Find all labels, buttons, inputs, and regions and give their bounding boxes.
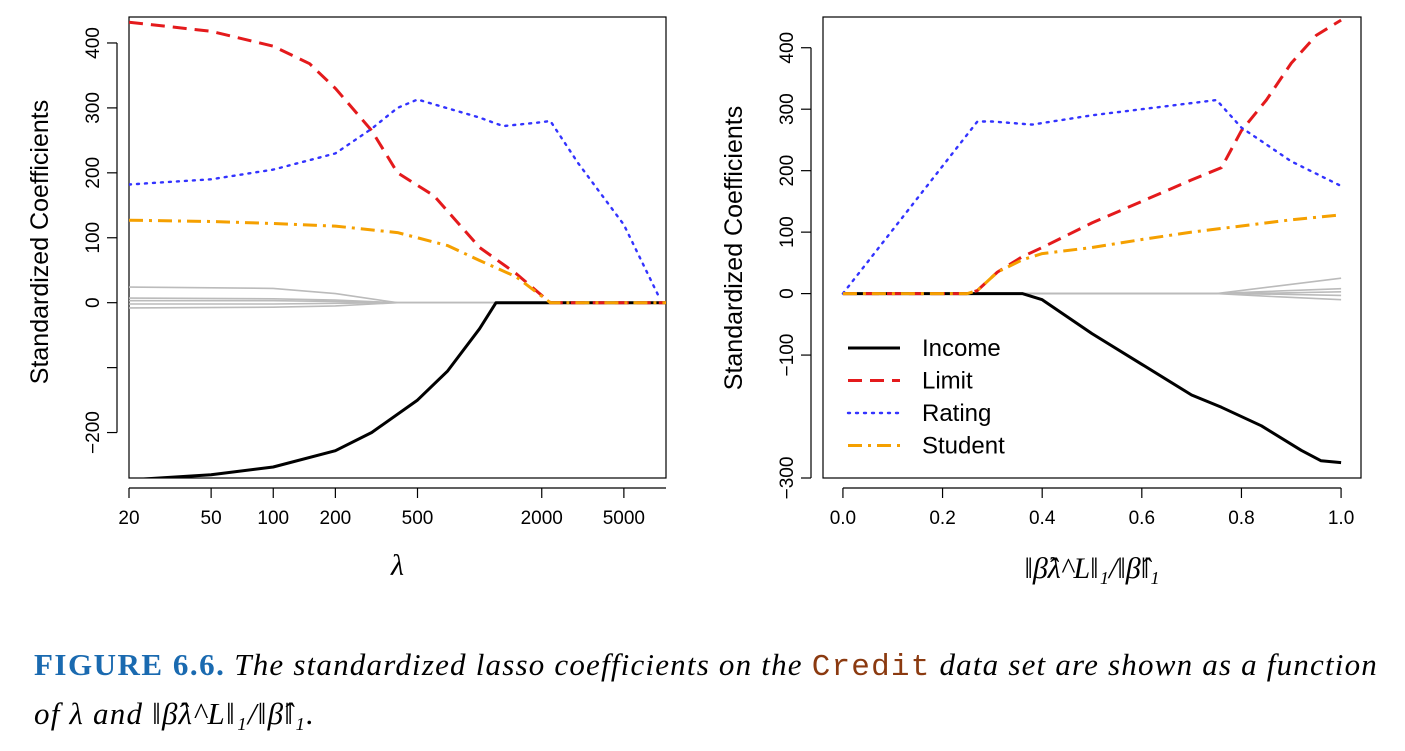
figure: 20 50 100 200 500 2000 5000−2000100200300400St… [26,16,1362,585]
series-limit-line [129,20,666,305]
legend-label-limit: Limit [922,368,973,395]
series-limit-line [842,18,1342,296]
y-tick-label: −100 [777,334,798,377]
x-tick-label: 0.8 [1228,508,1254,529]
x-tick-label: 50 [201,508,222,529]
x-axis-title: ‖β̂λ^L‖₁/‖β̂‖₁ [1024,552,1159,585]
caption-dataset-name: Credit [811,650,931,685]
series-income-line [842,292,1342,465]
x-tick-label: 0.0 [830,508,856,529]
chart-panel-2: 0.0 0.2 0.4 0.6 0.8 1.0 −300 −100 0 100 200 300 400 S… [720,16,1362,585]
series-rating-line [129,98,662,301]
x-tick-label: 0.2 [929,508,955,529]
series-other-predictor-line [129,301,666,309]
y-tick-label: −200 [83,411,104,454]
x-tick-label: 500 [402,508,434,529]
chart-panel-1: 20 50 100 200 500 2000 5000 −200 0 100 200 300 400 St… [26,16,667,582]
y-axis-title: Standardized Coefficients [26,100,54,384]
x-tick-label: 5000 [603,508,645,529]
plot-frame [822,16,1362,479]
series-income-line [135,301,666,478]
caption-label: FIGURE 6.6. [34,647,226,682]
y-tick-label: 100 [83,222,104,254]
caption-text-1: The standardized lasso coefficients on t… [225,647,812,682]
series-other-predictor-line [842,292,1342,301]
y-axis-title: Standardized Coefficients [720,106,748,390]
series-student-line [842,213,1342,296]
caption-text-2: data set are shown as a function of λ an… [34,647,1378,731]
y-tick-label: −300 [777,457,798,500]
y-tick-label: 400 [777,32,798,64]
x-tick-label: 1.0 [1328,508,1354,529]
plot-frame [128,16,667,479]
x-tick-label: 20 [118,508,139,529]
y-tick-label: 100 [777,216,798,248]
y-tick-label: 200 [777,155,798,187]
y-tick-label: 200 [83,157,104,189]
y-tick-label: 0 [83,297,104,308]
legend-label-student: Student [922,433,1005,460]
x-tick-label: 0.6 [1129,508,1155,529]
x-tick-label: 100 [257,508,289,529]
y-tick-label: 400 [83,27,104,59]
legend-label-rating: Rating [922,400,991,427]
series-rating-line [841,98,1343,295]
x-axis-title: λ [390,549,404,582]
x-tick-label: 2000 [521,508,563,529]
series-student-line [129,218,666,305]
x-tick-label: 200 [320,508,352,529]
y-tick-label: 300 [83,92,104,124]
legend: Income Limit Rating Student [846,335,1005,460]
y-tick-label: 0 [777,288,798,299]
figure-caption: FIGURE 6.6. The standardized lasso coeff… [34,642,1384,737]
x-tick-label: 0.4 [1029,508,1056,529]
y-tick-label: 300 [777,93,798,125]
legend-label-income: Income [922,335,1001,362]
